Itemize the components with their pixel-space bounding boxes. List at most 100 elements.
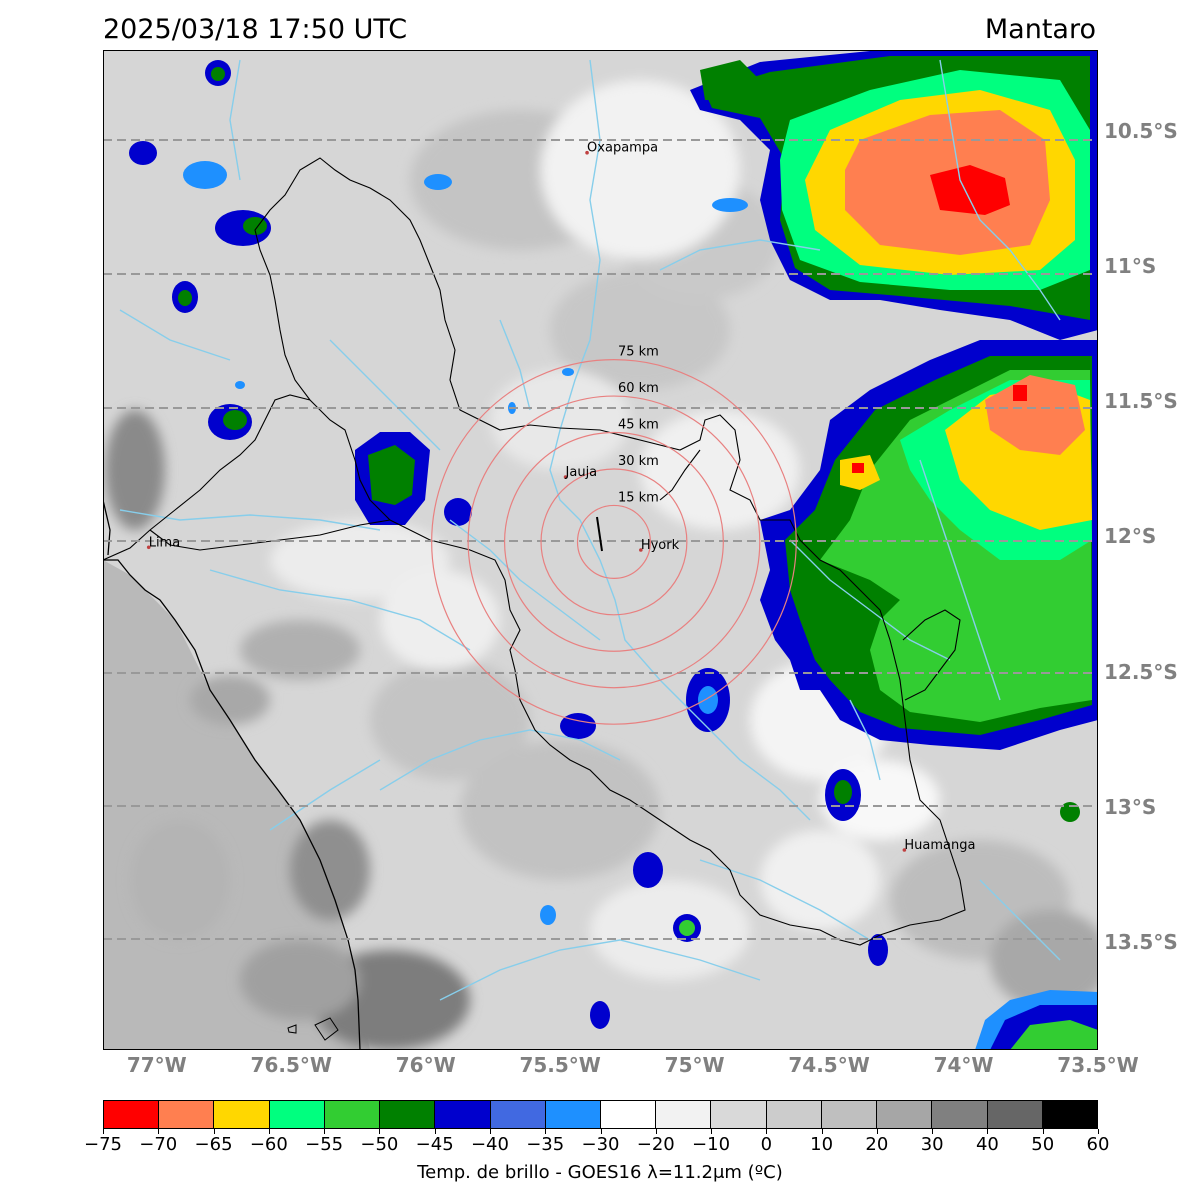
colorbar-tick-label: −55 <box>305 1134 344 1155</box>
colorbar-tick-mark <box>103 1129 104 1134</box>
city-marker <box>585 150 589 155</box>
colorbar-swatch <box>269 1101 325 1128</box>
colorbar-swatch <box>656 1101 712 1128</box>
colorbar-tick-mark <box>489 1129 491 1134</box>
colorbar-tick-label: 30 <box>920 1134 944 1155</box>
city-label: Huamanga <box>904 838 975 853</box>
colorbar-swatch <box>1042 1101 1097 1128</box>
convective-system-northeast <box>690 50 1098 340</box>
timestamp-title: 2025/03/18 17:50 UTC <box>103 14 408 45</box>
colorbar-tick-label: −70 <box>139 1134 178 1155</box>
lon-tick-label: 74°W <box>933 1053 994 1077</box>
colorbar-tick-label: −60 <box>249 1134 288 1155</box>
range-ring-label: 15 km <box>618 490 659 505</box>
lon-tick-label: 73.5°W <box>1057 1053 1139 1077</box>
colorbar-tick-label: −75 <box>84 1134 122 1155</box>
colorbar-tick-label: 20 <box>865 1134 889 1155</box>
colorbar-tick-mark <box>766 1129 768 1134</box>
colorbar-tick-label: −10 <box>692 1134 731 1155</box>
colorbar-swatch <box>600 1101 657 1128</box>
lat-tick-label: 12.5°S <box>1104 659 1178 684</box>
colorbar-tick-mark <box>932 1129 934 1134</box>
lat-tick-label: 11°S <box>1104 254 1157 279</box>
lat-tick-label: 11.5°S <box>1104 389 1178 414</box>
colorbar-swatch <box>104 1101 160 1128</box>
colorbar-tick-mark <box>655 1129 657 1134</box>
colorbar-tick-label: −45 <box>415 1134 454 1155</box>
colorbar-tick-label: 0 <box>760 1134 773 1155</box>
colorbar-tick-label: 40 <box>975 1134 999 1155</box>
range-ring <box>576 504 652 579</box>
colorbar-swatch <box>324 1101 381 1128</box>
colorbar-tick-mark <box>1098 1129 1099 1134</box>
colorbar-tick-label: −40 <box>470 1134 509 1155</box>
region-title: Mantaro <box>984 14 1096 45</box>
colorbar-tick-label: −65 <box>194 1134 233 1155</box>
coastline <box>103 559 361 1050</box>
colorbar-tick-mark <box>876 1129 878 1134</box>
colorbar-tick-mark <box>158 1129 160 1134</box>
lat-tick-label: 13°S <box>1104 794 1157 819</box>
range-ring <box>467 395 761 689</box>
colorbar-tick-mark <box>379 1129 381 1134</box>
range-ring <box>540 468 688 616</box>
colorbar-tick-label: −35 <box>526 1134 565 1155</box>
colorbar-tick-label: 60 <box>1086 1134 1110 1155</box>
colorbar-swatch <box>214 1101 270 1128</box>
colorbar-label: Temp. de brillo - GOES16 λ=11.2μm (ºC) <box>417 1162 783 1183</box>
colorbar-swatch <box>435 1101 491 1128</box>
range-ring <box>431 359 797 725</box>
colorbar <box>103 1100 1098 1129</box>
colorbar-tick-mark <box>545 1129 547 1134</box>
colorbar-swatch <box>711 1101 767 1128</box>
range-ring-label: 45 km <box>618 418 659 433</box>
range-ring-label: 60 km <box>618 381 659 396</box>
colorbar-tick-label: 50 <box>1031 1134 1055 1155</box>
colorbar-tick-label: −20 <box>636 1134 675 1155</box>
colorbar-tick-mark <box>987 1129 989 1134</box>
rivers <box>119 59 1061 1001</box>
colorbar-swatch <box>545 1101 601 1128</box>
lon-tick-label: 75.5°W <box>519 1053 601 1077</box>
city-marker <box>563 475 568 479</box>
city-label: Oxapampa <box>587 141 658 156</box>
convective-cells-small <box>129 60 1080 1029</box>
colorbar-tick-label: −50 <box>360 1134 399 1155</box>
lon-tick-label: 75°W <box>664 1053 725 1077</box>
colorbar-swatch <box>987 1101 1043 1128</box>
colorbar-tick-label: −30 <box>581 1134 620 1155</box>
lon-tick-label: 76.5°W <box>250 1053 332 1077</box>
map-border <box>103 50 1098 1050</box>
range-ring-label: 30 km <box>618 454 659 469</box>
city-marker <box>639 548 643 552</box>
lon-tick-label: 74.5°W <box>788 1053 870 1077</box>
lat-tick-label: 13.5°S <box>1104 929 1178 954</box>
latitude-gridlines <box>103 139 1098 940</box>
lon-tick-label: 77°W <box>126 1053 187 1077</box>
colorbar-swatch <box>380 1101 436 1128</box>
colorbar-swatch <box>159 1101 215 1128</box>
lat-tick-label: 10.5°S <box>1104 119 1178 144</box>
city-label: Hyork <box>641 538 680 553</box>
colorbar-swatch <box>932 1101 988 1128</box>
colorbar-swatch <box>766 1101 822 1128</box>
colorbar-tick-mark <box>434 1129 436 1134</box>
colorbar-tick-label: 10 <box>810 1134 834 1155</box>
colorbar-tick-mark <box>821 1129 823 1134</box>
city-label: Jauja <box>565 465 598 480</box>
radar-range-rings: 15 km 30 km 45 km 60 km 75 km <box>431 345 797 725</box>
colorbar-tick-mark <box>711 1129 713 1134</box>
radar-beam-line <box>596 516 603 552</box>
colorbar-swatch <box>490 1101 546 1128</box>
city-marker <box>146 545 151 550</box>
lat-tick-label: 12°S <box>1104 524 1157 549</box>
lon-tick-label: 76°W <box>395 1053 456 1077</box>
range-ring-label: 75 km <box>618 345 659 360</box>
range-ring <box>503 431 724 652</box>
city-markers: Oxapampa Jauja Hyork Lima Huamanga <box>146 141 975 853</box>
colorbar-tick-mark <box>268 1129 270 1134</box>
basin-boundaries <box>103 157 966 946</box>
city-marker <box>902 848 907 852</box>
colorbar-tick-mark <box>1042 1129 1044 1134</box>
city-label: Lima <box>149 535 180 550</box>
